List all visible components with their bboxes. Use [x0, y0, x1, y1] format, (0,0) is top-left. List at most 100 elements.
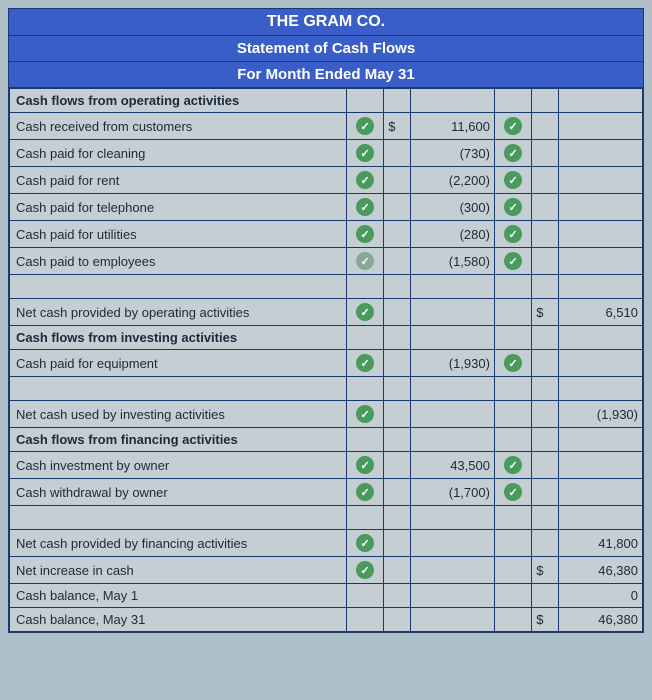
check-cell-2	[494, 275, 531, 299]
checkmark-icon: ✓	[356, 354, 374, 372]
check-cell-2: ✓	[494, 479, 531, 506]
value-cell-2	[558, 167, 642, 194]
check-cell-1	[346, 275, 383, 299]
table-row: Cash balance, May 31$46,380	[10, 608, 643, 632]
table-row: Net increase in cash✓$46,380	[10, 557, 643, 584]
symbol-cell-1	[384, 608, 410, 632]
check-cell-2	[494, 326, 531, 350]
value-cell-2	[558, 113, 642, 140]
symbol-cell-1	[384, 326, 410, 350]
symbol-cell-1	[384, 452, 410, 479]
symbol-cell-1	[384, 479, 410, 506]
cash-flow-statement: THE GRAM CO. Statement of Cash Flows For…	[8, 8, 644, 633]
value-cell-2	[558, 89, 642, 113]
row-label: Cash paid for telephone	[10, 194, 347, 221]
check-cell-1	[346, 326, 383, 350]
check-cell-2: ✓	[494, 248, 531, 275]
value-cell-2: 0	[558, 584, 642, 608]
symbol-cell-2	[532, 428, 558, 452]
symbol-cell-1	[384, 506, 410, 530]
checkmark-icon: ✓	[356, 198, 374, 216]
checkmark-icon: ✓	[356, 303, 374, 321]
table-row: Net cash provided by operating activitie…	[10, 299, 643, 326]
value-cell-2	[558, 452, 642, 479]
check-cell-1	[346, 428, 383, 452]
statement-title: Statement of Cash Flows	[9, 36, 643, 62]
row-label: Net increase in cash	[10, 557, 347, 584]
row-label: Net cash used by investing activities	[10, 401, 347, 428]
symbol-cell-1	[384, 299, 410, 326]
check-cell-1: ✓	[346, 140, 383, 167]
table-row: Cash flows from investing activities	[10, 326, 643, 350]
check-cell-1: ✓	[346, 557, 383, 584]
check-cell-1	[346, 89, 383, 113]
checkmark-icon: ✓	[504, 456, 522, 474]
check-cell-1: ✓	[346, 221, 383, 248]
table-row: Cash received from customers✓$11,600✓	[10, 113, 643, 140]
checkmark-icon: ✓	[356, 117, 374, 135]
value-cell-1	[410, 275, 494, 299]
symbol-cell-1	[384, 140, 410, 167]
check-cell-2: ✓	[494, 167, 531, 194]
statement-table: Cash flows from operating activitiesCash…	[9, 88, 643, 632]
value-cell-2	[558, 221, 642, 248]
value-cell-1: 43,500	[410, 452, 494, 479]
checkmark-icon: ✓	[356, 483, 374, 501]
row-label: Cash received from customers	[10, 113, 347, 140]
value-cell-1: (1,700)	[410, 479, 494, 506]
value-cell-2: 6,510	[558, 299, 642, 326]
check-cell-2	[494, 608, 531, 632]
value-cell-1	[410, 428, 494, 452]
row-label: Cash flows from operating activities	[10, 89, 347, 113]
value-cell-2	[558, 275, 642, 299]
table-row: Cash flows from operating activities	[10, 89, 643, 113]
symbol-cell-2	[532, 194, 558, 221]
symbol-cell-2	[532, 140, 558, 167]
check-cell-2	[494, 530, 531, 557]
symbol-cell-1	[384, 194, 410, 221]
check-cell-2: ✓	[494, 194, 531, 221]
row-label	[10, 275, 347, 299]
symbol-cell-2	[532, 584, 558, 608]
check-cell-2	[494, 401, 531, 428]
table-row	[10, 377, 643, 401]
table-row	[10, 506, 643, 530]
value-cell-2	[558, 326, 642, 350]
table-row	[10, 275, 643, 299]
symbol-cell-1: $	[384, 113, 410, 140]
symbol-cell-1	[384, 401, 410, 428]
value-cell-1	[410, 89, 494, 113]
check-cell-2	[494, 299, 531, 326]
row-label: Cash paid for cleaning	[10, 140, 347, 167]
value-cell-1: (1,930)	[410, 350, 494, 377]
checkmark-icon: ✓	[504, 171, 522, 189]
table-row: Cash paid for utilities✓(280)✓	[10, 221, 643, 248]
value-cell-2	[558, 248, 642, 275]
row-label	[10, 377, 347, 401]
symbol-cell-1	[384, 275, 410, 299]
check-cell-1: ✓	[346, 299, 383, 326]
check-cell-1: ✓	[346, 350, 383, 377]
symbol-cell-1	[384, 167, 410, 194]
check-cell-1: ✓	[346, 194, 383, 221]
value-cell-2	[558, 194, 642, 221]
checkmark-icon: ✓	[504, 225, 522, 243]
symbol-cell-1	[384, 428, 410, 452]
check-cell-1: ✓	[346, 248, 383, 275]
row-label: Net cash provided by financing activitie…	[10, 530, 347, 557]
symbol-cell-2: $	[532, 299, 558, 326]
symbol-cell-2	[532, 377, 558, 401]
row-label: Cash investment by owner	[10, 452, 347, 479]
checkmark-icon: ✓	[504, 198, 522, 216]
value-cell-2	[558, 428, 642, 452]
checkmark-icon: ✓	[356, 405, 374, 423]
check-cell-1: ✓	[346, 530, 383, 557]
company-name: THE GRAM CO.	[9, 9, 643, 36]
value-cell-2: (1,930)	[558, 401, 642, 428]
checkmark-icon: ✓	[356, 561, 374, 579]
check-cell-1: ✓	[346, 452, 383, 479]
symbol-cell-2	[532, 89, 558, 113]
row-label: Net cash provided by operating activitie…	[10, 299, 347, 326]
checkmark-icon: ✓	[504, 483, 522, 501]
row-label: Cash balance, May 1	[10, 584, 347, 608]
